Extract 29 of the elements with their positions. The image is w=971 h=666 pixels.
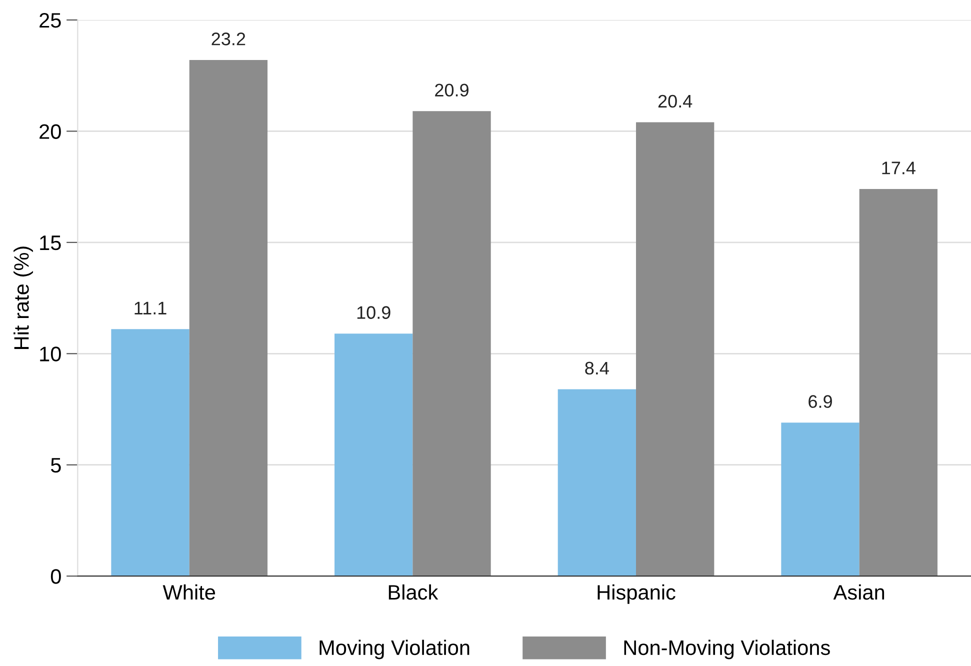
y-tick-label: 5 [50, 458, 61, 473]
data-label: 10.9 [357, 306, 390, 319]
data-label: 20.4 [658, 94, 692, 108]
legend-label: Non-Moving Violations [624, 640, 830, 660]
y-axis-title: Hit rate (%) [14, 246, 33, 349]
y-tick-label: 0 [50, 569, 61, 584]
y-tick-label: 15 [40, 236, 61, 250]
data-label: 6.9 [808, 395, 832, 408]
bar [636, 122, 714, 576]
bar [412, 111, 491, 576]
x-tick-label: White [162, 584, 216, 600]
y-tick-label: 10 [40, 346, 61, 362]
data-label: 11.1 [134, 302, 166, 314]
bar [558, 389, 636, 576]
x-tick-label: Hispanic [598, 584, 676, 604]
bar [111, 329, 190, 576]
x-tick-label: Black [388, 584, 438, 600]
x-tick-label: Asian [833, 584, 884, 600]
bar [781, 422, 860, 576]
y-tick-label: 20 [40, 124, 61, 139]
legend-label: Moving Violation [320, 640, 470, 660]
data-label: 8.4 [585, 362, 609, 375]
bar [334, 334, 413, 576]
bar [189, 60, 268, 576]
data-label: 20.9 [435, 84, 468, 96]
bar [859, 189, 938, 576]
y-tick-label: 25 [40, 12, 61, 28]
data-label: 23.2 [212, 32, 246, 46]
data-label: 17.4 [882, 162, 916, 174]
